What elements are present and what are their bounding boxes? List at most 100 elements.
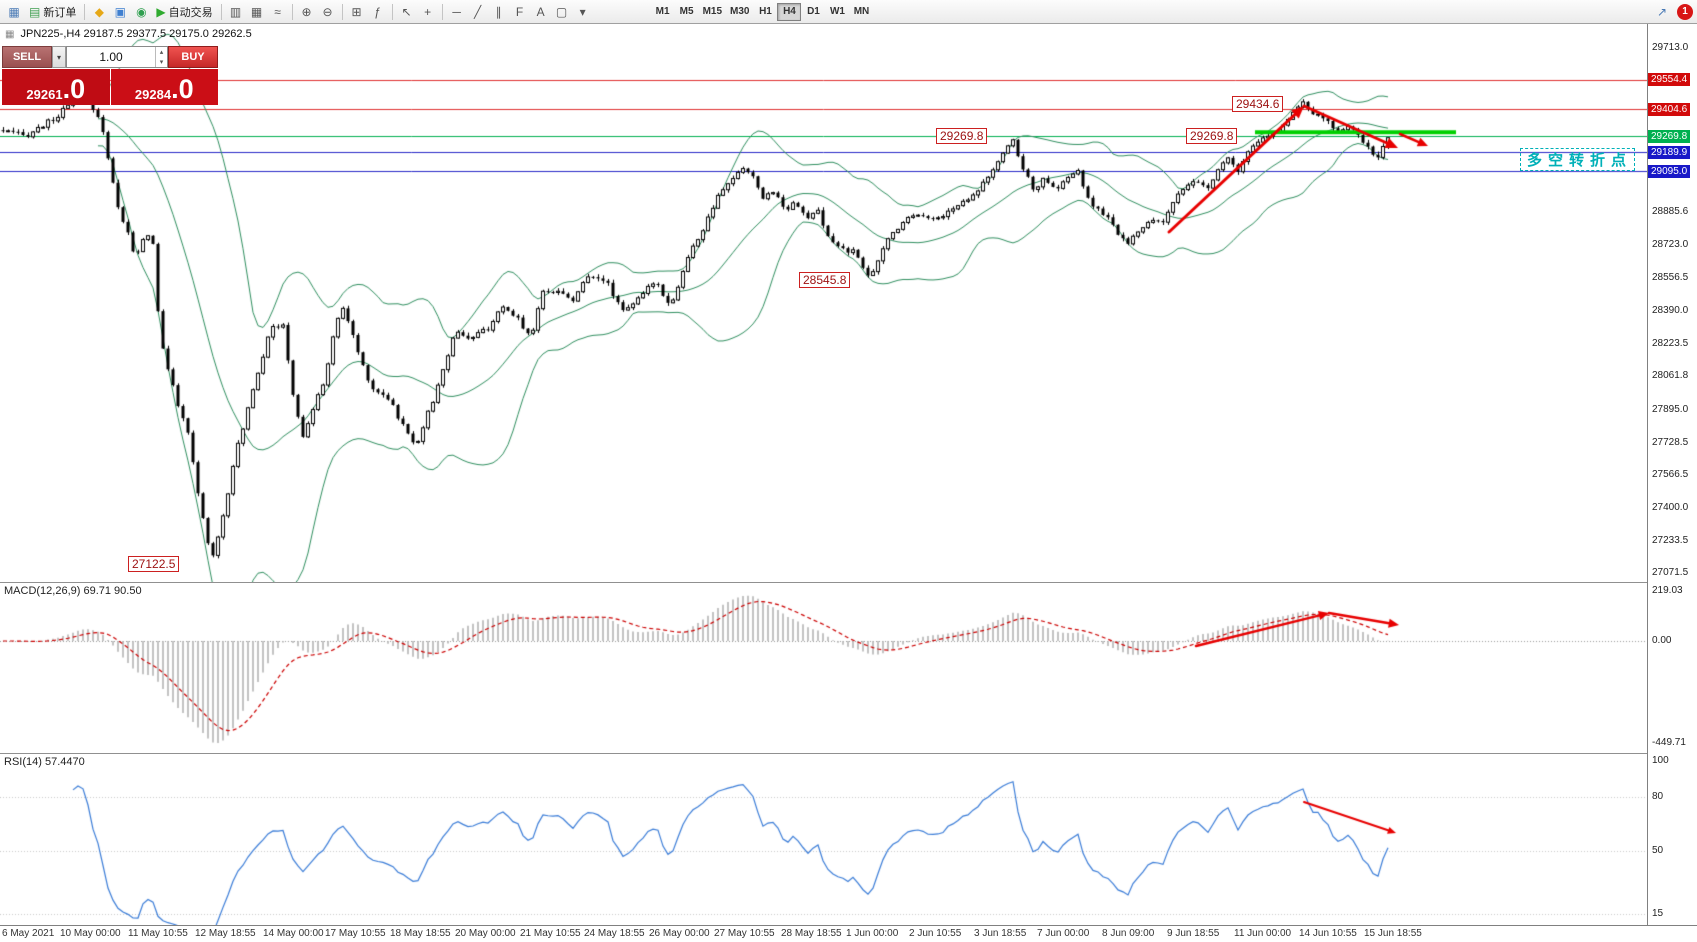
time-tick: 24 May 18:55	[584, 928, 645, 939]
time-tick: 18 May 18:55	[390, 928, 451, 939]
rsi-panel-canvas[interactable]	[0, 754, 1647, 925]
panel-divider[interactable]	[0, 753, 1697, 754]
time-tick: 9 Jun 18:55	[1167, 928, 1220, 939]
new-order-icon: ▤	[29, 4, 41, 19]
price-tag: 29269.8	[1648, 129, 1691, 143]
candles-chart-button[interactable]: ▦	[247, 2, 267, 22]
chart-window-button[interactable]: ▦	[4, 2, 24, 22]
price-callout-label[interactable]: 28545.8	[799, 272, 851, 288]
timeframe-m30-button[interactable]: M30	[730, 6, 750, 17]
price-callout-label[interactable]: 29269.8	[936, 128, 988, 144]
timeframe-m1-button[interactable]: M1	[655, 6, 670, 17]
time-tick: 8 Jun 09:00	[1102, 928, 1155, 939]
timeframe-h1-button[interactable]: H1	[759, 6, 772, 17]
text-icon: A	[536, 4, 545, 19]
time-tick: 14 May 00:00	[263, 928, 324, 939]
zoom-in-button[interactable]: ⊕	[297, 2, 317, 22]
volume-input[interactable]: 1.00 ▴ ▾	[66, 46, 168, 68]
time-tick: 17 May 10:55	[325, 928, 386, 939]
refresh-button[interactable]: ◉	[131, 2, 151, 22]
buy-price[interactable]: 29284 .0	[110, 69, 218, 105]
order-type-dropdown[interactable]: ▾	[52, 46, 66, 68]
time-tick: 11 May 10:55	[128, 928, 188, 939]
timeframe-m15-button[interactable]: M15	[702, 6, 723, 17]
price-callout-label[interactable]: 27122.5	[128, 556, 180, 572]
time-tick: 12 May 18:55	[195, 928, 256, 939]
buy-button[interactable]: BUY	[168, 46, 218, 68]
text-button[interactable]: A	[531, 2, 551, 22]
turning-point-label[interactable]: 多空转折点	[1520, 148, 1636, 171]
toolbar-separator	[291, 3, 293, 20]
hline-icon: ─	[452, 4, 461, 19]
line-chart-button[interactable]: ≈	[268, 2, 288, 22]
tile-windows-button[interactable]: ⊞	[347, 2, 367, 22]
new-order-button[interactable]: ▤ 新订单	[25, 2, 80, 22]
ohlc-values: 29187.5 29377.5 29175.0 29262.5	[83, 28, 252, 40]
sell-price[interactable]: 29261 .0	[2, 69, 110, 105]
price-tick: 28556.5	[1652, 271, 1689, 283]
toolbar: ▦ ▤ 新订单 ◆ ▣ ◉ ▶ 自动交易 ▥ ▦ ≈ ⊕ ⊖ ⊞ ƒ ↖ + ─ ╱ ∥ F A ▢ ▾ M1 M5 M15 M30 H…	[0, 0, 1697, 24]
volume-stepper[interactable]: ▴ ▾	[155, 47, 167, 67]
timeframe-d1-button[interactable]: D1	[807, 6, 820, 17]
community-button[interactable]: ▣	[110, 2, 130, 22]
price-tick: 27728.5	[1652, 436, 1689, 448]
price-tag: 29189.9	[1648, 145, 1691, 159]
trendline-button[interactable]: ╱	[468, 2, 488, 22]
indicators-button[interactable]: ƒ	[368, 2, 388, 22]
rsi-scale-tick: 15	[1652, 908, 1664, 919]
notification-badge[interactable]: 1	[1677, 3, 1693, 20]
time-axis[interactable]: 6 May 2021 10 May 00:00 11 May 10:55 12 May…	[0, 925, 1697, 942]
autotrade-button-label: 自动交易	[168, 6, 213, 19]
macd-panel-canvas[interactable]	[0, 583, 1647, 752]
bars-chart-button[interactable]: ▥	[226, 2, 246, 22]
time-tick: 11 Jun 00:00	[1234, 928, 1292, 939]
price-chart-canvas[interactable]	[0, 24, 1647, 582]
timeframe-h4-button[interactable]: H4	[777, 2, 802, 21]
shapes-dropdown[interactable]: ▾	[573, 2, 593, 22]
time-tick: 20 May 00:00	[455, 928, 516, 939]
timeframe-mn-button[interactable]: MN	[853, 6, 870, 17]
fibonacci-button[interactable]: F	[510, 2, 530, 22]
mql-market-button[interactable]: ◆	[89, 2, 109, 22]
rsi-label: RSI(14) 57.4470	[4, 756, 85, 768]
toolbar-separator	[84, 3, 86, 20]
rsi-scale-tick: 50	[1652, 845, 1664, 856]
shapes-dropdown-icon: ▾	[579, 4, 586, 19]
channel-button[interactable]: ∥	[489, 2, 509, 22]
mql-market-icon: ◆	[94, 4, 104, 19]
crosshair-button[interactable]: +	[418, 2, 438, 22]
hline-button[interactable]: ─	[447, 2, 467, 22]
autotrade-icon: ▶	[156, 4, 166, 19]
step-up-icon[interactable]: ▴	[159, 49, 164, 56]
price-callout-label[interactable]: 29434.6	[1232, 96, 1284, 112]
time-tick: 1 Jun 00:00	[846, 928, 899, 939]
macd-scale-tick: 219.03	[1652, 585, 1683, 596]
time-tick: 27 May 10:55	[714, 928, 775, 939]
sell-button[interactable]: SELL	[2, 46, 52, 68]
price-callout-label[interactable]: 29269.8	[1186, 128, 1238, 144]
volume-value: 1.00	[99, 50, 123, 64]
symbol-name: JPN225-,H4	[20, 28, 81, 40]
cursor-button[interactable]: ↖	[397, 2, 417, 22]
price-tick: 27566.5	[1652, 468, 1689, 480]
timeframe-m5-button[interactable]: M5	[679, 6, 694, 17]
chart-icon: ▦	[5, 29, 15, 40]
bars-chart-icon: ▥	[229, 4, 242, 19]
time-tick: 10 May 00:00	[60, 928, 121, 939]
step-down-icon[interactable]: ▾	[159, 59, 164, 66]
zoom-out-button[interactable]: ⊖	[318, 2, 338, 22]
macd-scale-tick: 0.00	[1652, 635, 1672, 646]
panel-divider[interactable]	[0, 582, 1697, 583]
quick-jump-button[interactable]: ↗	[1652, 2, 1672, 22]
community-icon: ▣	[114, 4, 127, 19]
autotrade-button[interactable]: ▶ 自动交易	[152, 2, 216, 22]
one-click-trading-panel: SELL ▾ 1.00 ▴ ▾ BUY 29261 .0 29284 .0	[2, 46, 218, 105]
price-axis[interactable]: 29713.0 29554.4 29404.6 29269.8 29189.9 29095…	[1647, 24, 1697, 925]
time-tick: 21 May 10:55	[520, 928, 581, 939]
line-chart-icon: ≈	[274, 4, 281, 19]
label-button[interactable]: ▢	[552, 2, 572, 22]
time-tick: 2 Jun 10:55	[909, 928, 962, 939]
timeframe-w1-button[interactable]: W1	[829, 6, 845, 17]
toolbar-separator	[441, 3, 443, 20]
